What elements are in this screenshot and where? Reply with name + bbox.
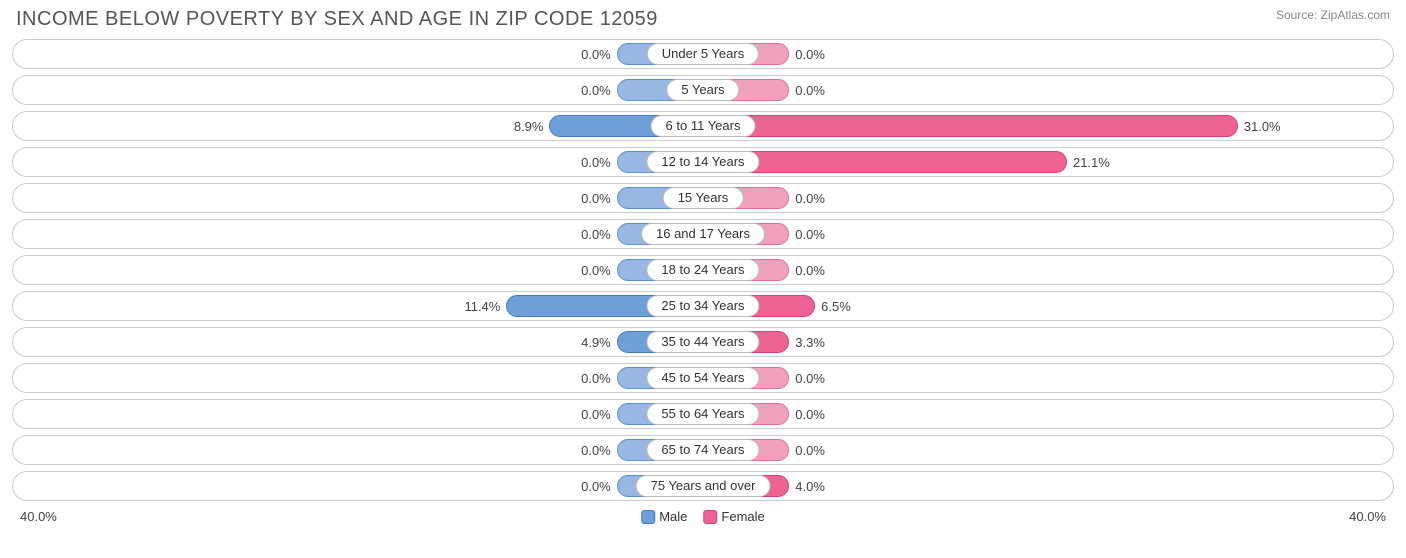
chart-row: 0.0% 0.0% 65 to 74 Years	[12, 435, 1394, 465]
value-male: 0.0%	[581, 400, 611, 430]
chart-row: 0.0% 0.0% 5 Years	[12, 75, 1394, 105]
value-male: 4.9%	[581, 328, 611, 358]
category-label: 35 to 44 Years	[646, 331, 759, 353]
value-male: 0.0%	[581, 220, 611, 250]
chart-row: 0.0% 0.0% 55 to 64 Years	[12, 399, 1394, 429]
swatch-male-icon	[641, 510, 655, 524]
category-label: 45 to 54 Years	[646, 367, 759, 389]
value-female: 0.0%	[795, 184, 825, 214]
chart-footer: 40.0% Male Female 40.0%	[12, 507, 1394, 531]
chart-row: 0.0% 4.0% 75 Years and over	[12, 471, 1394, 501]
category-label: 15 Years	[663, 187, 744, 209]
swatch-female-icon	[703, 510, 717, 524]
value-female: 4.0%	[795, 472, 825, 502]
value-male: 0.0%	[581, 256, 611, 286]
chart-title: INCOME BELOW POVERTY BY SEX AND AGE IN Z…	[16, 8, 658, 31]
category-label: Under 5 Years	[647, 43, 759, 65]
category-label: 5 Years	[666, 79, 739, 101]
value-female: 0.0%	[795, 364, 825, 394]
category-label: 12 to 14 Years	[646, 151, 759, 173]
chart-row: 0.0% 21.1% 12 to 14 Years	[12, 147, 1394, 177]
legend-male-label: Male	[659, 509, 687, 524]
chart-source: Source: ZipAtlas.com	[1276, 8, 1390, 22]
category-label: 18 to 24 Years	[646, 259, 759, 281]
value-female: 0.0%	[795, 40, 825, 70]
chart-row: 4.9% 3.3% 35 to 44 Years	[12, 327, 1394, 357]
value-female: 31.0%	[1244, 112, 1281, 142]
legend: Male Female	[641, 509, 765, 524]
axis-label-left: 40.0%	[20, 509, 57, 524]
value-female: 3.3%	[795, 328, 825, 358]
chart-row: 8.9% 31.0% 6 to 11 Years	[12, 111, 1394, 141]
value-female: 0.0%	[795, 436, 825, 466]
chart-row: 11.4% 6.5% 25 to 34 Years	[12, 291, 1394, 321]
value-male: 0.0%	[581, 148, 611, 178]
value-male: 0.0%	[581, 76, 611, 106]
value-female: 21.1%	[1073, 148, 1110, 178]
chart-row: 0.0% 0.0% Under 5 Years	[12, 39, 1394, 69]
category-label: 65 to 74 Years	[646, 439, 759, 461]
value-male: 0.0%	[581, 40, 611, 70]
value-male: 11.4%	[464, 292, 500, 322]
value-male: 0.0%	[581, 184, 611, 214]
value-female: 0.0%	[795, 400, 825, 430]
bar-female	[703, 115, 1238, 137]
category-label: 6 to 11 Years	[651, 115, 756, 137]
category-label: 75 Years and over	[636, 475, 771, 497]
chart-row: 0.0% 0.0% 18 to 24 Years	[12, 255, 1394, 285]
category-label: 55 to 64 Years	[646, 403, 759, 425]
chart-body: 0.0% 0.0% Under 5 Years 0.0% 0.0% 5 Years 8.9%…	[0, 35, 1406, 501]
value-female: 6.5%	[821, 292, 851, 322]
category-label: 16 and 17 Years	[641, 223, 765, 245]
axis-label-right: 40.0%	[1349, 509, 1386, 524]
legend-female: Female	[703, 509, 764, 524]
value-female: 0.0%	[795, 220, 825, 250]
category-label: 25 to 34 Years	[646, 295, 759, 317]
value-male: 8.9%	[514, 112, 544, 142]
chart-row: 0.0% 0.0% 15 Years	[12, 183, 1394, 213]
chart-header: INCOME BELOW POVERTY BY SEX AND AGE IN Z…	[0, 0, 1406, 35]
value-male: 0.0%	[581, 472, 611, 502]
value-male: 0.0%	[581, 364, 611, 394]
value-male: 0.0%	[581, 436, 611, 466]
chart-row: 0.0% 0.0% 45 to 54 Years	[12, 363, 1394, 393]
value-female: 0.0%	[795, 256, 825, 286]
legend-male: Male	[641, 509, 687, 524]
chart-row: 0.0% 0.0% 16 and 17 Years	[12, 219, 1394, 249]
legend-female-label: Female	[721, 509, 764, 524]
value-female: 0.0%	[795, 76, 825, 106]
